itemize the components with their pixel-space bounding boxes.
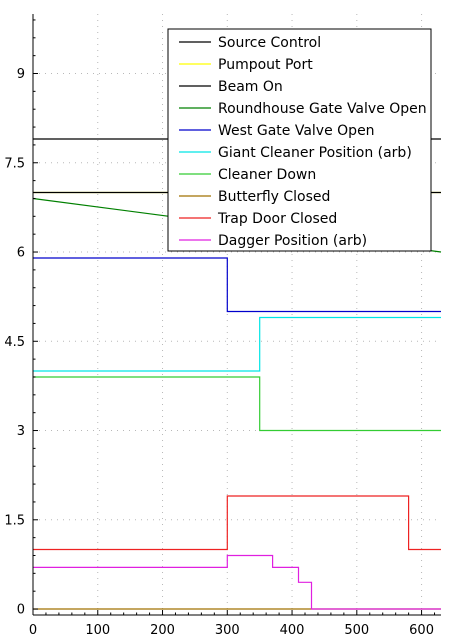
x-tick-label: 100 bbox=[85, 623, 110, 638]
legend-label: Cleaner Down bbox=[218, 167, 316, 183]
legend-label: Beam On bbox=[218, 79, 283, 95]
x-tick-label: 400 bbox=[280, 623, 305, 638]
x-tick-label: 300 bbox=[215, 623, 240, 638]
axes: 0 100 200 300 400 500 600 0 1.5 3 4.5 6 7.5 9 bbox=[4, 14, 441, 638]
y-tick-label: 1.5 bbox=[4, 513, 25, 528]
legend-label: Trap Door Closed bbox=[217, 211, 337, 227]
y-tick-label: 6 bbox=[17, 246, 25, 261]
legend-label: Dagger Position (arb) bbox=[218, 233, 367, 249]
legend-label: Pumpout Port bbox=[218, 57, 313, 73]
series-line-5 bbox=[33, 316, 441, 372]
y-tick-label: 7.5 bbox=[4, 156, 25, 171]
y-tick-label: 0 bbox=[17, 603, 25, 618]
x-tick-label: 500 bbox=[344, 623, 369, 638]
x-tick-label: 200 bbox=[150, 623, 175, 638]
x-tick-label: 0 bbox=[29, 623, 37, 638]
series-line-6 bbox=[33, 376, 441, 432]
x-tick-label: 600 bbox=[409, 623, 434, 638]
y-tick-label: 9 bbox=[17, 67, 25, 82]
legend-box bbox=[167, 28, 432, 252]
legend: Source Control Pumpout Port Beam On Roundho… bbox=[167, 28, 432, 252]
legend-label: Roundhouse Gate Valve Open bbox=[218, 101, 427, 117]
legend-label: Giant Cleaner Position (arb) bbox=[218, 145, 412, 161]
y-tick-label: 3 bbox=[17, 424, 25, 439]
series-line-4 bbox=[33, 257, 441, 313]
series-line-9 bbox=[33, 554, 441, 610]
y-tick-label: 4.5 bbox=[4, 335, 25, 350]
legend-label: West Gate Valve Open bbox=[218, 123, 375, 139]
series-line-8 bbox=[33, 495, 441, 551]
legend-label: Source Control bbox=[218, 35, 321, 51]
legend-label: Butterfly Closed bbox=[218, 189, 330, 205]
